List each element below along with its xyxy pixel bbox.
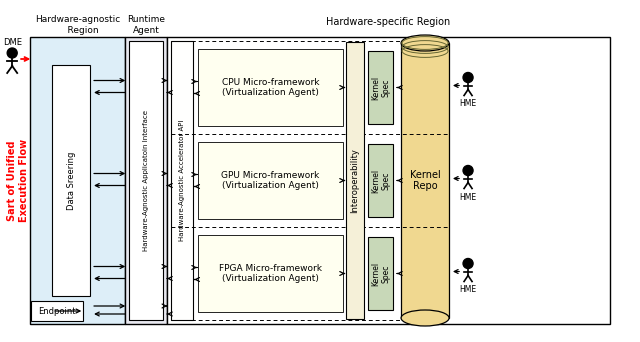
Text: Hardware-Agnostic Accelerator API: Hardware-Agnostic Accelerator API <box>179 120 185 241</box>
Text: Data Sreering: Data Sreering <box>67 151 76 210</box>
Bar <box>198 235 343 312</box>
Text: Kernel
Spec: Kernel Spec <box>371 76 390 100</box>
Ellipse shape <box>401 35 449 51</box>
Text: Kernel
Spec: Kernel Spec <box>371 261 390 286</box>
Bar <box>52 65 90 296</box>
Bar <box>198 142 343 219</box>
Text: GPU Micro-framework
(Virtualization Agent): GPU Micro-framework (Virtualization Agen… <box>221 171 320 190</box>
Text: Hardware-Agnostic Applicatoin Interface: Hardware-Agnostic Applicatoin Interface <box>143 110 149 251</box>
Bar <box>167 37 610 324</box>
Text: Hardware-specific Region: Hardware-specific Region <box>326 17 451 27</box>
Bar <box>31 301 83 321</box>
Text: Kernel
Spec: Kernel Spec <box>371 169 390 193</box>
Ellipse shape <box>401 310 449 326</box>
Bar <box>401 43 449 318</box>
Text: Kernel
Repo: Kernel Repo <box>410 170 440 191</box>
Text: HME: HME <box>460 193 477 201</box>
Bar <box>346 42 364 319</box>
Bar <box>198 49 343 126</box>
Text: Interoperability: Interoperability <box>351 148 360 213</box>
Bar <box>129 41 163 320</box>
Text: Endpoint: Endpoint <box>38 306 76 316</box>
Circle shape <box>463 259 473 268</box>
Circle shape <box>7 48 17 58</box>
Text: Hardware-agnostic
    Region: Hardware-agnostic Region <box>35 15 120 35</box>
Bar <box>30 37 125 324</box>
Bar <box>125 37 167 324</box>
Text: Runtime
Agent: Runtime Agent <box>127 15 165 35</box>
Bar <box>368 144 393 217</box>
Text: HME: HME <box>460 286 477 294</box>
Circle shape <box>463 73 473 82</box>
Bar <box>368 51 393 124</box>
Text: HME: HME <box>460 100 477 108</box>
Text: FPGA Micro-framework
(Virtualization Agent): FPGA Micro-framework (Virtualization Age… <box>219 264 322 283</box>
Text: DME: DME <box>3 38 22 47</box>
Text: CPU Micro-framework
(Virtualization Agent): CPU Micro-framework (Virtualization Agen… <box>222 78 319 97</box>
Bar <box>171 41 193 320</box>
Circle shape <box>463 166 473 175</box>
Bar <box>368 237 393 310</box>
Text: Sart of Unified
Execution Flow: Sart of Unified Execution Flow <box>8 139 29 222</box>
